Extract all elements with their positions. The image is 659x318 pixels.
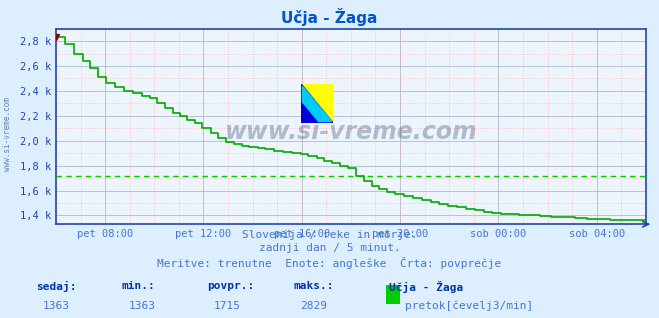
Text: 1363: 1363 [43,301,70,310]
Text: povpr.:: povpr.: [208,281,255,291]
Polygon shape [301,84,333,123]
Text: maks.:: maks.: [293,281,333,291]
Text: Meritve: trenutne  Enote: angleške  Črta: povprečje: Meritve: trenutne Enote: angleške Črta: … [158,257,501,269]
Text: sedaj:: sedaj: [36,281,76,293]
Text: Učja - Žaga: Učja - Žaga [389,281,463,294]
Text: 2829: 2829 [300,301,327,310]
Polygon shape [302,86,331,121]
Polygon shape [301,84,333,123]
Text: 1715: 1715 [214,301,241,310]
Text: 1363: 1363 [129,301,156,310]
Text: zadnji dan / 5 minut.: zadnji dan / 5 minut. [258,243,401,253]
Text: www.si-vreme.com: www.si-vreme.com [225,120,477,144]
Text: Učja - Žaga: Učja - Žaga [281,8,378,26]
Text: www.si-vreme.com: www.si-vreme.com [3,97,13,170]
Text: min.:: min.: [122,281,156,291]
Text: pretok[čevelj3/min]: pretok[čevelj3/min] [405,301,534,311]
Text: Slovenija / reke in morje.: Slovenija / reke in morje. [242,230,417,239]
